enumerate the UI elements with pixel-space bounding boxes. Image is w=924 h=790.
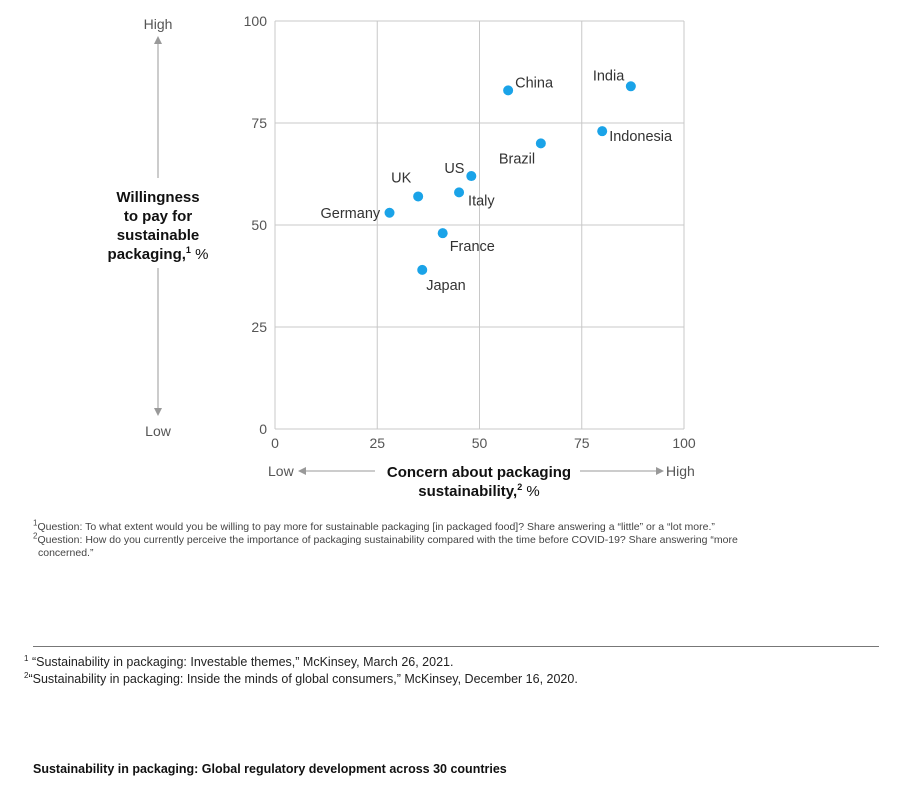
footnote-2: 2“Sustainability in packaging: Inside th… [24,670,578,686]
x-axis-title-line2: sustainability,2 % [418,482,539,500]
point-label-india: India [593,68,625,84]
y-tick-label-75: 75 [251,115,267,131]
y-axis-title: Willingness to pay for sustainable packa… [108,189,209,263]
point-italy [454,187,465,198]
question-note-1: 1Question: To what extent would you be w… [33,518,715,533]
grid-lines [274,20,685,430]
point-label-germany: Germany [321,206,381,222]
x-tick-label-100: 100 [672,435,696,451]
y-tick-label-50: 50 [251,217,267,233]
x-tick-label-25: 25 [369,435,385,451]
point-indonesia [597,126,608,137]
point-label-uk: UK [391,170,411,186]
scatter-chart: 0 25 50 75 100 0 25 50 75 100 High Low Willingne… [108,13,696,500]
y-axis-title-line1: Willingness [116,189,199,206]
point-label-france: France [450,239,495,255]
x-low-label: Low [268,463,295,479]
footnote-1: 1 “Sustainability in packaging: Investab… [24,653,454,669]
y-axis-title-line4: packaging,1 % [108,245,209,263]
y-tick-label-0: 0 [259,421,267,437]
y-tick-label-25: 25 [251,319,267,335]
point-label-us: US [444,161,464,177]
divider [33,646,879,647]
point-label-indonesia: Indonesia [609,129,673,145]
x-tick-label-50: 50 [472,435,488,451]
y-axis-ticks: 0 25 50 75 100 [244,13,268,437]
point-label-china: China [515,75,554,91]
next-section-title: Sustainability in packaging: Global regu… [33,762,507,776]
point-us [466,171,477,182]
x-axis-title-line1: Concern about packaging [387,464,571,481]
point-japan [417,264,428,275]
point-label-brazil: Brazil [499,151,535,167]
point-france [437,228,448,239]
x-axis-ticks: 0 25 50 75 100 [271,435,696,451]
point-uk [413,191,424,202]
x-tick-label-75: 75 [574,435,590,451]
point-label-italy: Italy [468,193,495,209]
point-germany [384,207,395,218]
point-label-japan: Japan [426,278,466,294]
x-tick-label-0: 0 [271,435,279,451]
y-axis-title-line3: sustainable [117,227,200,244]
question-note-2: 2Question: How do you currently perceive… [33,531,738,546]
y-high-label: High [144,16,173,32]
point-china [503,85,514,96]
y-tick-label-100: 100 [244,13,268,29]
question-note-2-cont: concerned.” [38,547,94,559]
y-axis-title-line2: to pay for [124,208,192,225]
point-brazil [535,138,546,149]
x-axis-title: Concern about packaging sustainability,2… [387,464,571,500]
point-india [625,81,636,92]
x-high-label: High [666,463,695,479]
y-low-label: Low [145,423,172,439]
